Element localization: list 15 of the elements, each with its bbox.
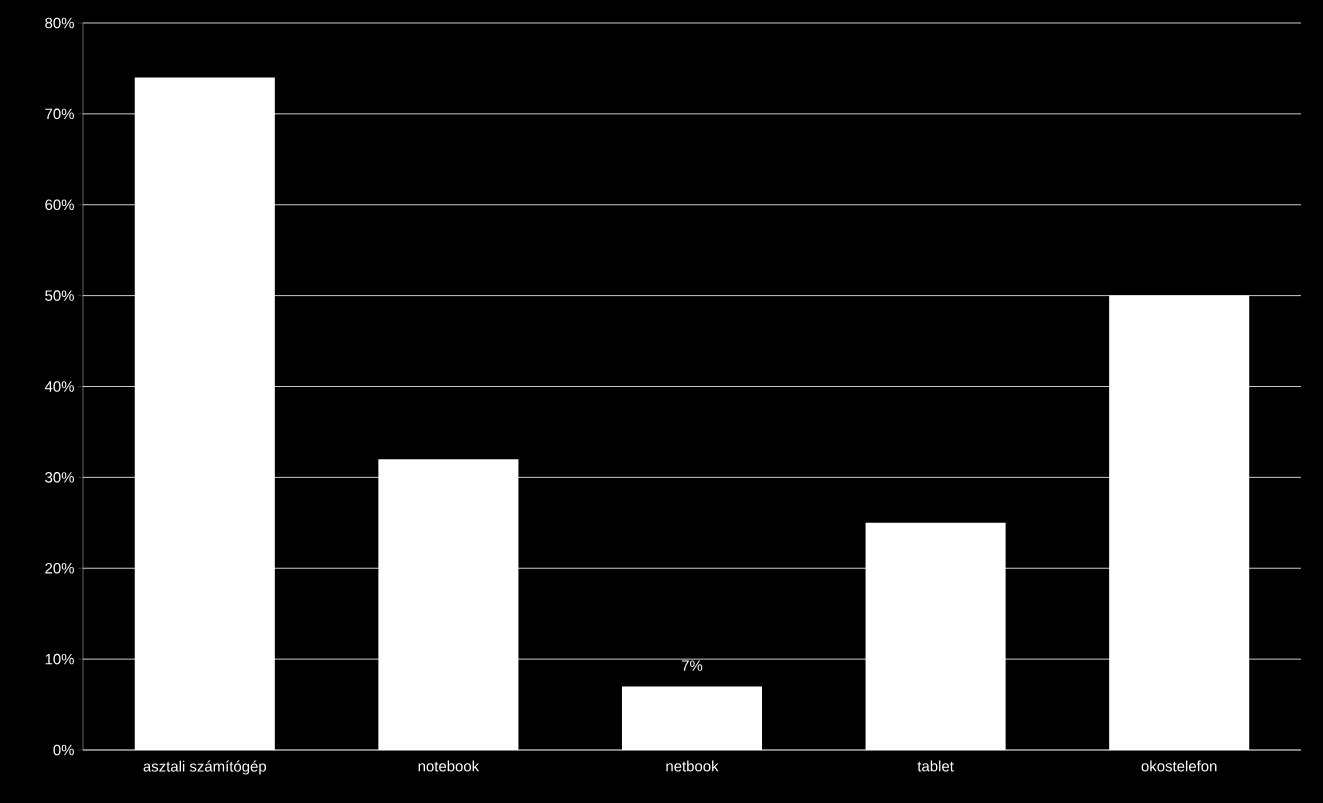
y-tick-label: 70% <box>45 108 74 120</box>
y-tick-label: 80% <box>45 17 74 29</box>
data-label: 7% <box>681 660 703 671</box>
y-tick-label: 60% <box>45 199 74 211</box>
x-tick-label: tablet <box>917 760 954 772</box>
x-tick-label: okostelefon <box>1141 760 1217 772</box>
x-tick-label: notebook <box>418 760 480 772</box>
y-tick-label: 50% <box>45 290 74 301</box>
y-tick-label: 40% <box>44 381 74 392</box>
x-tick-label: asztali számítógép <box>143 760 267 775</box>
y-tick-label: 10% <box>45 653 74 665</box>
y-tick-label: 30% <box>45 472 74 483</box>
y-tick-label: 0% <box>53 744 74 756</box>
y-tick-label: 20% <box>45 562 74 574</box>
x-tick-label: netbook <box>666 760 719 772</box>
